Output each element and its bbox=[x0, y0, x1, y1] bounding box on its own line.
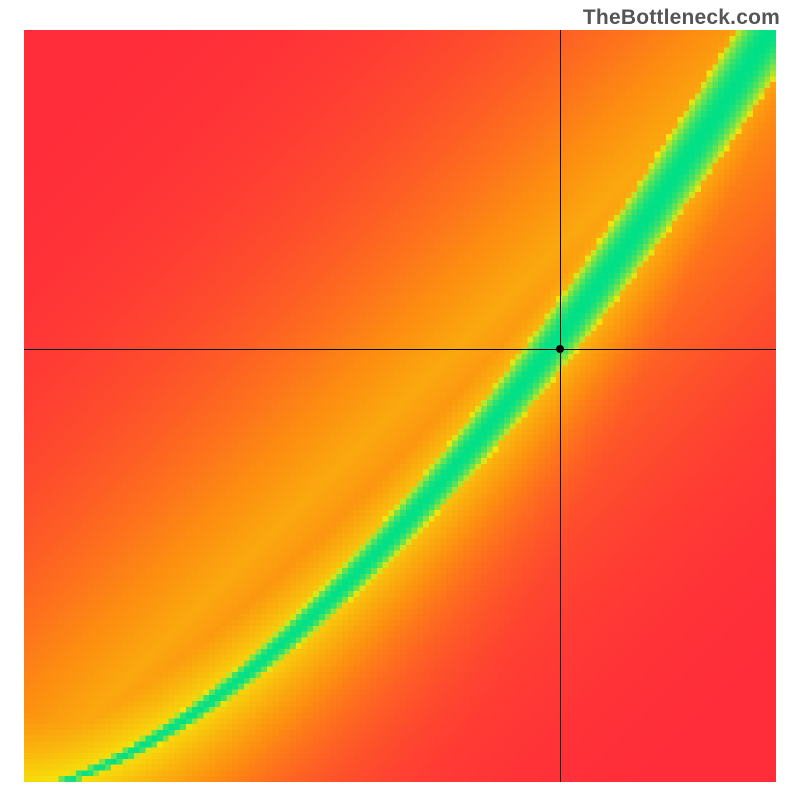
plot-area bbox=[24, 30, 776, 782]
crosshair-vertical bbox=[560, 30, 561, 782]
heatmap-canvas bbox=[24, 30, 776, 782]
chart-container: TheBottleneck.com bbox=[0, 0, 800, 800]
crosshair-horizontal bbox=[24, 349, 776, 350]
watermark-text: TheBottleneck.com bbox=[583, 6, 780, 30]
crosshair-marker bbox=[556, 345, 564, 353]
